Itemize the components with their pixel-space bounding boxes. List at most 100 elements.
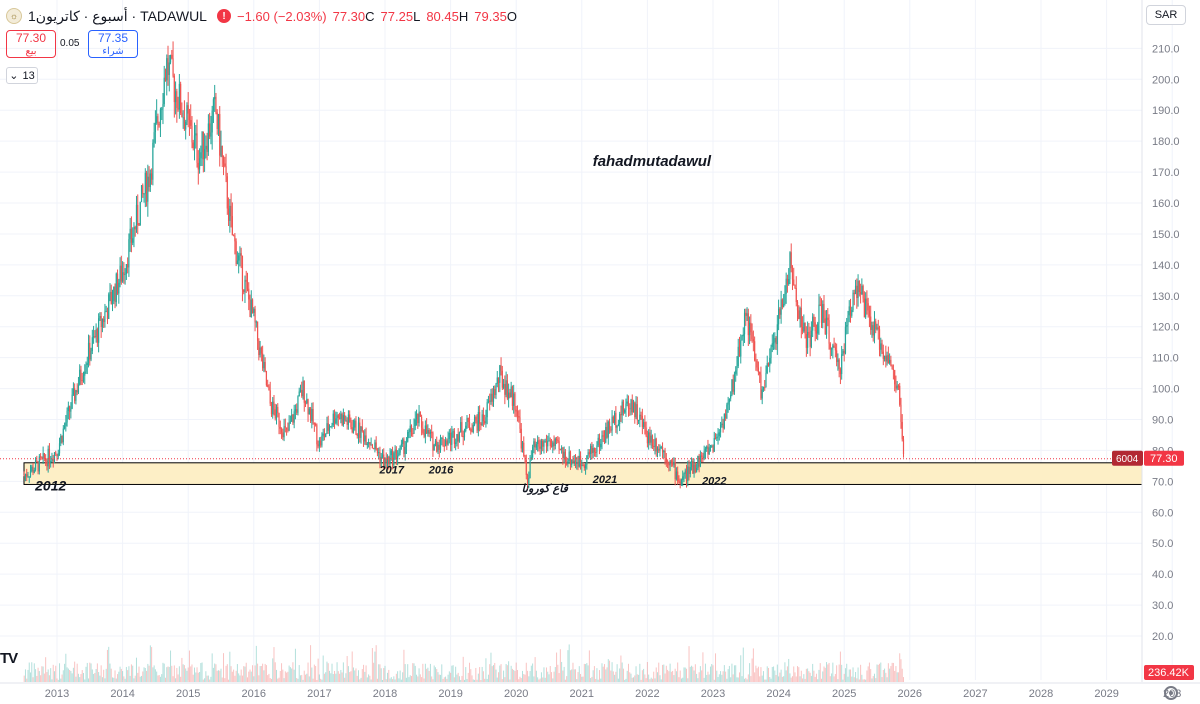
volume-bar bbox=[680, 678, 682, 682]
volume-bar bbox=[738, 672, 740, 682]
candle-body bbox=[222, 157, 225, 164]
volume-bar bbox=[707, 671, 709, 682]
candle-body bbox=[371, 444, 373, 449]
candle-body bbox=[292, 414, 294, 423]
candle-body bbox=[239, 253, 241, 256]
volume-bar bbox=[318, 674, 320, 682]
volume-bar bbox=[752, 648, 754, 682]
volume-bar bbox=[399, 670, 401, 682]
candle-body bbox=[278, 413, 280, 427]
candle-body bbox=[670, 460, 672, 462]
sell-label: بيع bbox=[25, 46, 37, 57]
candle-body bbox=[161, 108, 163, 110]
volume-bar bbox=[873, 673, 875, 682]
candle-body bbox=[33, 469, 35, 473]
volume-bar bbox=[364, 671, 366, 682]
volume-bar bbox=[520, 678, 522, 682]
volume-bar bbox=[413, 663, 415, 682]
candle-body bbox=[846, 325, 848, 327]
volume-bar bbox=[760, 667, 762, 682]
candle-body bbox=[397, 455, 399, 460]
candle-body bbox=[296, 409, 298, 413]
volume-bar bbox=[289, 667, 291, 682]
volume-bar bbox=[211, 653, 213, 682]
candle-body bbox=[283, 426, 285, 438]
volume-bar bbox=[349, 672, 351, 682]
candle-body bbox=[450, 433, 452, 445]
volume-bar bbox=[815, 673, 817, 682]
candle-body bbox=[892, 368, 894, 370]
volume-bar bbox=[533, 676, 535, 682]
candle-body bbox=[733, 373, 736, 392]
candle-body bbox=[572, 459, 574, 463]
candle-body bbox=[196, 133, 198, 163]
candle-body bbox=[770, 346, 772, 358]
volume-bar bbox=[388, 669, 390, 682]
candle-body bbox=[129, 228, 131, 240]
volume-bar bbox=[636, 674, 638, 682]
volume-bar bbox=[229, 651, 231, 682]
symbol-title[interactable]: 1أسبوع · كاتريون · TADAWUL bbox=[28, 7, 207, 24]
volume-bar bbox=[650, 677, 652, 682]
volume-bar bbox=[207, 675, 209, 682]
price-axis-tick: 190.0 bbox=[1152, 105, 1180, 117]
candle-body bbox=[616, 425, 618, 428]
candle-body bbox=[583, 465, 585, 468]
candle-body bbox=[103, 318, 105, 323]
volume-bar bbox=[832, 662, 834, 682]
volume-bar bbox=[66, 667, 68, 682]
candle-body bbox=[576, 462, 578, 464]
gear-icon[interactable] bbox=[1164, 686, 1178, 700]
candle-body bbox=[37, 461, 39, 472]
candle-body bbox=[113, 286, 115, 302]
candle-body bbox=[696, 468, 698, 473]
candle-body bbox=[679, 481, 681, 484]
buy-button[interactable]: 77.35 شراء bbox=[88, 30, 138, 58]
volume-bar bbox=[326, 661, 328, 682]
candle-body bbox=[275, 407, 278, 419]
candle-body bbox=[851, 310, 853, 316]
candle-body bbox=[429, 432, 432, 434]
volume-bar bbox=[284, 671, 286, 682]
candle-body bbox=[558, 441, 560, 449]
volume-bar bbox=[737, 677, 739, 682]
volume-bar bbox=[481, 666, 483, 682]
alert-icon[interactable]: ! bbox=[216, 9, 231, 23]
candle-body bbox=[659, 447, 661, 451]
volume-bar bbox=[127, 670, 129, 682]
currency-selector[interactable]: SAR bbox=[1146, 5, 1186, 25]
volume-bar bbox=[803, 674, 805, 682]
volume-bar bbox=[147, 663, 149, 682]
tradingview-logo-icon[interactable]: TV bbox=[0, 650, 18, 667]
candle-body bbox=[177, 107, 179, 110]
sell-button[interactable]: 77.30 بيع bbox=[6, 30, 56, 58]
candle-body bbox=[118, 282, 120, 294]
volume-bar bbox=[69, 670, 71, 682]
candle-body bbox=[378, 452, 380, 454]
candle-body bbox=[814, 322, 816, 332]
volume-bar bbox=[297, 678, 299, 682]
volume-bar bbox=[851, 676, 853, 682]
volume-bar bbox=[441, 664, 443, 682]
candle-body bbox=[516, 411, 519, 417]
candle-body bbox=[504, 383, 506, 395]
volume-bar bbox=[868, 662, 870, 682]
candle-body bbox=[605, 426, 607, 443]
volume-bar bbox=[144, 668, 146, 682]
volume-bar bbox=[885, 672, 887, 682]
candle-body bbox=[712, 445, 714, 452]
candle-body bbox=[269, 390, 271, 404]
candle-body bbox=[214, 96, 216, 100]
candle-body bbox=[87, 342, 90, 364]
candle-body bbox=[125, 264, 127, 275]
indicator-collapse-button[interactable]: ⌄ 13 bbox=[6, 67, 38, 84]
volume-bar bbox=[220, 668, 222, 682]
volume-bar bbox=[239, 675, 241, 682]
candle-body bbox=[843, 350, 845, 354]
candle-body bbox=[366, 443, 368, 445]
volume-bar bbox=[886, 677, 888, 682]
volume-bar bbox=[573, 669, 575, 682]
chart-annotation: 2016 bbox=[428, 465, 454, 477]
volume-bar bbox=[499, 665, 501, 682]
